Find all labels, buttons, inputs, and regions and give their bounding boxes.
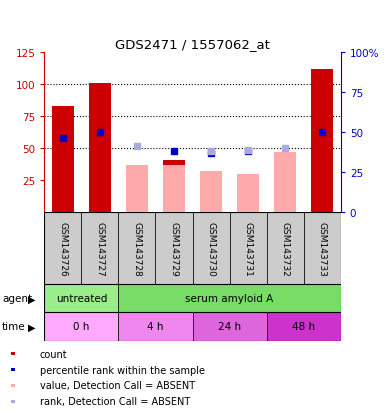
Bar xyxy=(119,313,192,341)
Bar xyxy=(12,352,15,355)
Text: 0 h: 0 h xyxy=(73,322,90,332)
Bar xyxy=(192,313,267,341)
Bar xyxy=(163,160,185,212)
Bar xyxy=(12,384,15,387)
Bar xyxy=(119,285,341,313)
Text: 24 h: 24 h xyxy=(218,322,241,332)
Text: GSM143732: GSM143732 xyxy=(281,221,290,276)
Text: count: count xyxy=(40,349,67,359)
Bar xyxy=(274,152,296,212)
Bar xyxy=(163,165,185,212)
Bar xyxy=(266,313,341,341)
Title: GDS2471 / 1557062_at: GDS2471 / 1557062_at xyxy=(115,38,270,51)
Bar xyxy=(119,212,156,285)
Bar xyxy=(81,212,119,285)
Text: ▶: ▶ xyxy=(28,322,35,332)
Bar xyxy=(44,212,81,285)
Bar xyxy=(126,165,148,212)
Bar xyxy=(266,212,304,285)
Text: GSM143731: GSM143731 xyxy=(244,221,253,276)
Bar xyxy=(192,212,229,285)
Text: serum amyloid A: serum amyloid A xyxy=(186,294,274,304)
Text: GSM143733: GSM143733 xyxy=(318,221,327,276)
Bar xyxy=(44,313,119,341)
Bar xyxy=(229,212,267,285)
Text: percentile rank within the sample: percentile rank within the sample xyxy=(40,365,205,375)
Bar xyxy=(237,174,259,212)
Text: rank, Detection Call = ABSENT: rank, Detection Call = ABSENT xyxy=(40,396,190,406)
Bar xyxy=(44,285,119,313)
Text: GSM143726: GSM143726 xyxy=(58,221,67,276)
Text: GSM143727: GSM143727 xyxy=(95,221,104,276)
Text: GSM143728: GSM143728 xyxy=(132,221,141,276)
Bar xyxy=(12,368,15,371)
Text: 4 h: 4 h xyxy=(147,322,164,332)
Text: 48 h: 48 h xyxy=(292,322,315,332)
Text: untreated: untreated xyxy=(56,294,107,304)
Bar xyxy=(304,212,341,285)
Text: ▶: ▶ xyxy=(28,294,35,304)
Text: value, Detection Call = ABSENT: value, Detection Call = ABSENT xyxy=(40,380,195,391)
Text: time: time xyxy=(2,322,25,332)
Bar xyxy=(89,84,111,212)
Text: GSM143730: GSM143730 xyxy=(206,221,216,276)
Bar xyxy=(200,171,222,212)
Text: agent: agent xyxy=(2,294,32,304)
Text: GSM143729: GSM143729 xyxy=(169,221,179,276)
Bar xyxy=(311,70,333,212)
Bar xyxy=(12,400,15,403)
Bar xyxy=(156,212,192,285)
Bar xyxy=(52,107,74,212)
